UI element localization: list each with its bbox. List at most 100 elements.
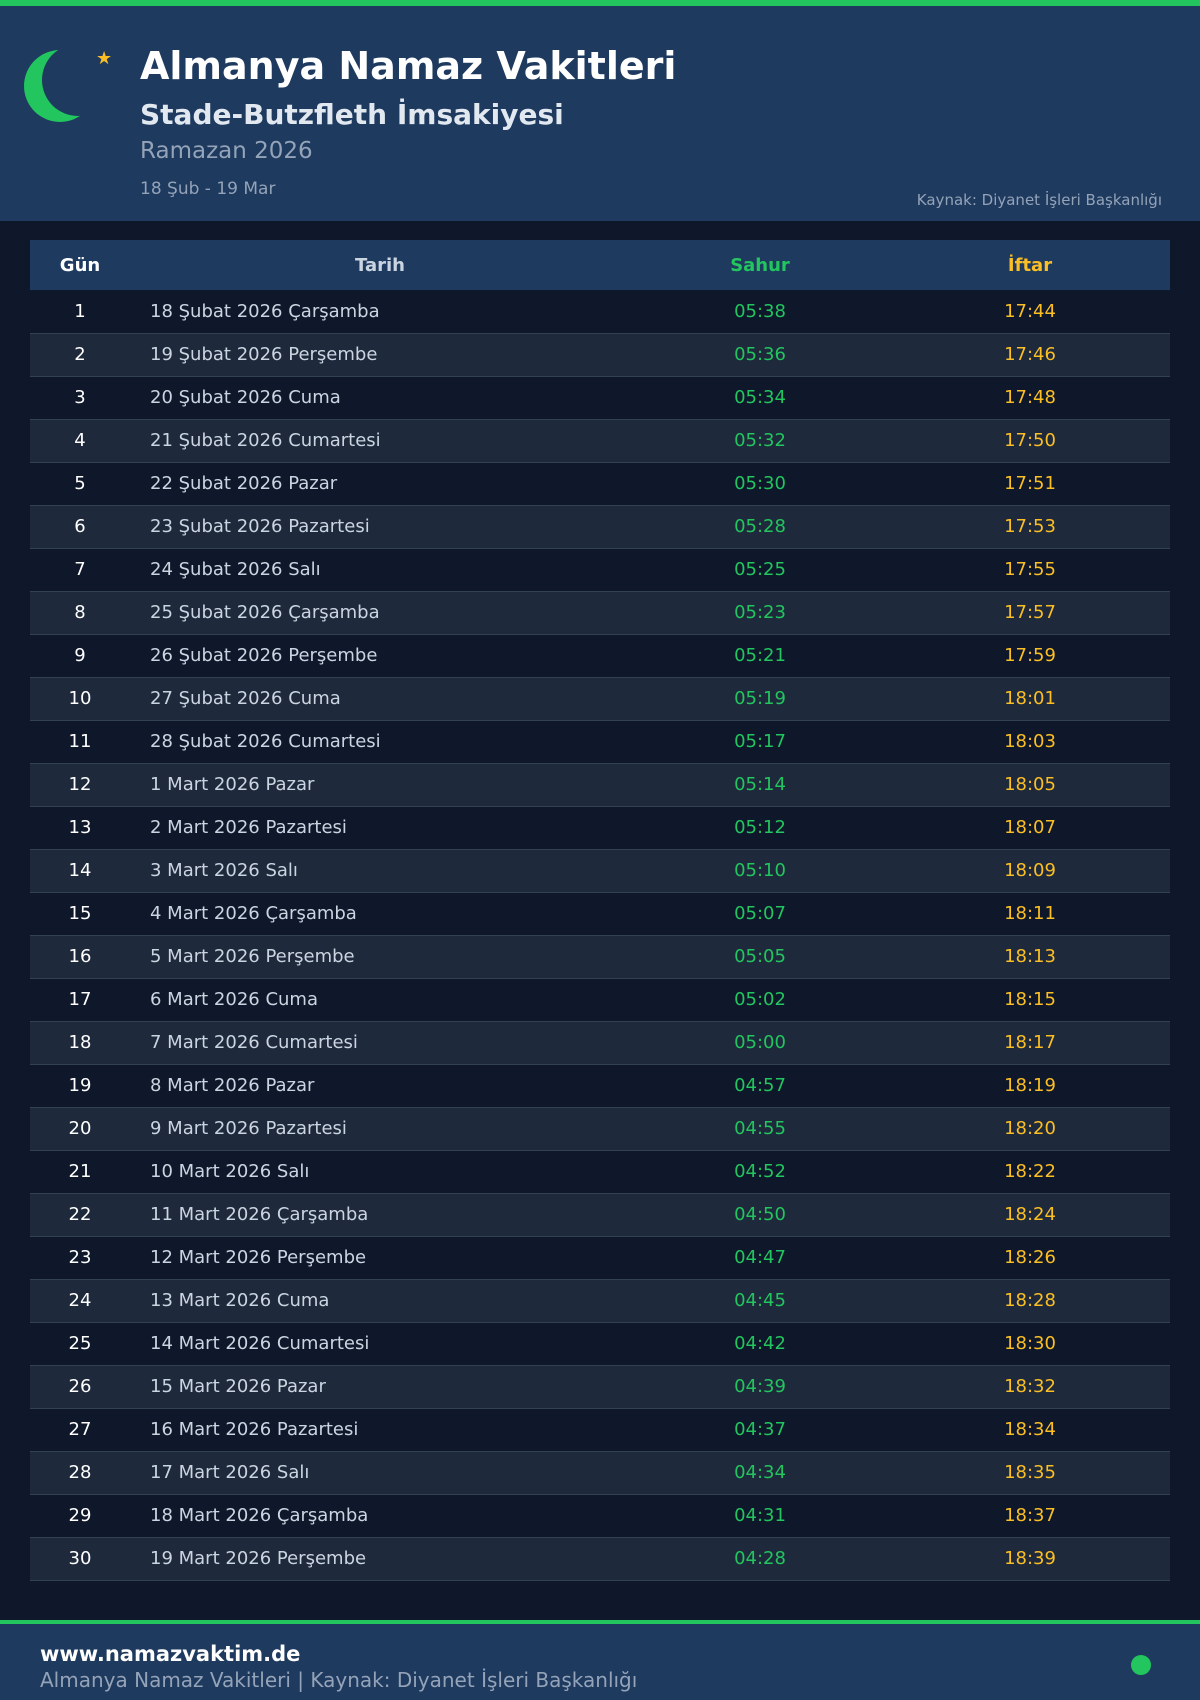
cell-date: 20 Şubat 2026 Cuma bbox=[130, 376, 630, 420]
cell-sahur: 05:12 bbox=[630, 806, 890, 850]
cell-day: 16 bbox=[30, 935, 130, 979]
cell-day: 21 bbox=[30, 1150, 130, 1194]
cell-day: 19 bbox=[30, 1064, 130, 1108]
cell-date: 10 Mart 2026 Salı bbox=[130, 1150, 630, 1194]
cell-iftar: 18:07 bbox=[890, 806, 1170, 850]
cell-date: 11 Mart 2026 Çarşamba bbox=[130, 1193, 630, 1237]
cell-iftar: 18:32 bbox=[890, 1365, 1170, 1409]
cell-day: 23 bbox=[30, 1236, 130, 1280]
cell-sahur: 04:45 bbox=[630, 1279, 890, 1323]
cell-day: 7 bbox=[30, 548, 130, 592]
cell-iftar: 18:11 bbox=[890, 892, 1170, 936]
cell-day: 22 bbox=[30, 1193, 130, 1237]
cell-sahur: 05:30 bbox=[630, 462, 890, 506]
cell-iftar: 17:55 bbox=[890, 548, 1170, 592]
cell-date: 23 Şubat 2026 Pazartesi bbox=[130, 505, 630, 549]
cell-iftar: 17:51 bbox=[890, 462, 1170, 506]
cell-date: 28 Şubat 2026 Cumartesi bbox=[130, 720, 630, 764]
table-row: 1 18 Şubat 2026 Çarşamba 05:38 17:44 bbox=[30, 290, 1170, 334]
cell-date: 26 Şubat 2026 Perşembe bbox=[130, 634, 630, 678]
cell-date: 5 Mart 2026 Perşembe bbox=[130, 935, 630, 979]
cell-day: 1 bbox=[30, 290, 130, 334]
table-row: 21 10 Mart 2026 Salı 04:52 18:22 bbox=[30, 1150, 1170, 1194]
cell-iftar: 18:13 bbox=[890, 935, 1170, 979]
cell-sahur: 04:34 bbox=[630, 1451, 890, 1495]
cell-iftar: 18:35 bbox=[890, 1451, 1170, 1495]
cell-sahur: 05:25 bbox=[630, 548, 890, 592]
cell-iftar: 17:46 bbox=[890, 333, 1170, 377]
cell-sahur: 05:23 bbox=[630, 591, 890, 635]
cell-date: 16 Mart 2026 Pazartesi bbox=[130, 1408, 630, 1452]
cell-day: 27 bbox=[30, 1408, 130, 1452]
table-row: 7 24 Şubat 2026 Salı 05:25 17:55 bbox=[30, 548, 1170, 592]
cell-sahur: 05:02 bbox=[630, 978, 890, 1022]
cell-iftar: 18:05 bbox=[890, 763, 1170, 807]
cell-sahur: 05:21 bbox=[630, 634, 890, 678]
cell-date: 19 Şubat 2026 Perşembe bbox=[130, 333, 630, 377]
cell-day: 15 bbox=[30, 892, 130, 936]
cell-date: 18 Şubat 2026 Çarşamba bbox=[130, 290, 630, 334]
cell-sahur: 05:19 bbox=[630, 677, 890, 721]
table-row: 3 20 Şubat 2026 Cuma 05:34 17:48 bbox=[30, 376, 1170, 420]
table-row: 15 4 Mart 2026 Çarşamba 05:07 18:11 bbox=[30, 892, 1170, 936]
table-row: 14 3 Mart 2026 Salı 05:10 18:09 bbox=[30, 849, 1170, 893]
cell-sahur: 05:32 bbox=[630, 419, 890, 463]
cell-sahur: 04:57 bbox=[630, 1064, 890, 1108]
cell-sahur: 04:39 bbox=[630, 1365, 890, 1409]
table-row: 20 9 Mart 2026 Pazartesi 04:55 18:20 bbox=[30, 1107, 1170, 1151]
cell-iftar: 18:19 bbox=[890, 1064, 1170, 1108]
cell-day: 30 bbox=[30, 1537, 130, 1581]
cell-date: 12 Mart 2026 Perşembe bbox=[130, 1236, 630, 1280]
cell-date: 21 Şubat 2026 Cumartesi bbox=[130, 419, 630, 463]
cell-date: 25 Şubat 2026 Çarşamba bbox=[130, 591, 630, 635]
footer-note: Almanya Namaz Vakitleri | Kaynak: Diyane… bbox=[40, 1668, 638, 1692]
cell-day: 20 bbox=[30, 1107, 130, 1151]
cell-iftar: 18:34 bbox=[890, 1408, 1170, 1452]
cell-date: 15 Mart 2026 Pazar bbox=[130, 1365, 630, 1409]
cell-day: 4 bbox=[30, 419, 130, 463]
website-link[interactable]: www.namazvaktim.de bbox=[40, 1642, 301, 1666]
cell-sahur: 05:00 bbox=[630, 1021, 890, 1065]
cell-iftar: 18:20 bbox=[890, 1107, 1170, 1151]
top-accent-bar bbox=[0, 0, 1200, 6]
cell-sahur: 05:34 bbox=[630, 376, 890, 420]
cell-date: 27 Şubat 2026 Cuma bbox=[130, 677, 630, 721]
cell-iftar: 17:44 bbox=[890, 290, 1170, 334]
cell-sahur: 04:52 bbox=[630, 1150, 890, 1194]
table-row: 27 16 Mart 2026 Pazartesi 04:37 18:34 bbox=[30, 1408, 1170, 1452]
cell-sahur: 04:50 bbox=[630, 1193, 890, 1237]
cell-day: 29 bbox=[30, 1494, 130, 1538]
table-row: 30 19 Mart 2026 Perşembe 04:28 18:39 bbox=[30, 1537, 1170, 1581]
table-row: 26 15 Mart 2026 Pazar 04:39 18:32 bbox=[30, 1365, 1170, 1409]
page-header: ★ Almanya Namaz Vakitleri Stade-Butzflet… bbox=[0, 6, 1200, 221]
table-row: 29 18 Mart 2026 Çarşamba 04:31 18:37 bbox=[30, 1494, 1170, 1538]
cell-date: 18 Mart 2026 Çarşamba bbox=[130, 1494, 630, 1538]
table-row: 9 26 Şubat 2026 Perşembe 05:21 17:59 bbox=[30, 634, 1170, 678]
cell-sahur: 04:37 bbox=[630, 1408, 890, 1452]
cell-iftar: 17:48 bbox=[890, 376, 1170, 420]
cell-iftar: 18:01 bbox=[890, 677, 1170, 721]
cell-date: 24 Şubat 2026 Salı bbox=[130, 548, 630, 592]
cell-day: 5 bbox=[30, 462, 130, 506]
cell-iftar: 18:09 bbox=[890, 849, 1170, 893]
cell-sahur: 05:14 bbox=[630, 763, 890, 807]
cell-day: 17 bbox=[30, 978, 130, 1022]
page-footer: www.namazvaktim.de Almanya Namaz Vakitle… bbox=[0, 1620, 1200, 1700]
source-label: Kaynak: Diyanet İşleri Başkanlığı bbox=[916, 191, 1162, 209]
cell-day: 3 bbox=[30, 376, 130, 420]
table-row: 28 17 Mart 2026 Salı 04:34 18:35 bbox=[30, 1451, 1170, 1495]
cell-day: 26 bbox=[30, 1365, 130, 1409]
cell-date: 8 Mart 2026 Pazar bbox=[130, 1064, 630, 1108]
star-icon: ★ bbox=[96, 48, 113, 69]
table-row: 5 22 Şubat 2026 Pazar 05:30 17:51 bbox=[30, 462, 1170, 506]
cell-date: 1 Mart 2026 Pazar bbox=[130, 763, 630, 807]
cell-iftar: 18:22 bbox=[890, 1150, 1170, 1194]
table-row: 24 13 Mart 2026 Cuma 04:45 18:28 bbox=[30, 1279, 1170, 1323]
cell-iftar: 17:57 bbox=[890, 591, 1170, 635]
table-row: 8 25 Şubat 2026 Çarşamba 05:23 17:57 bbox=[30, 591, 1170, 635]
cell-date: 13 Mart 2026 Cuma bbox=[130, 1279, 630, 1323]
cell-date: 6 Mart 2026 Cuma bbox=[130, 978, 630, 1022]
cell-day: 9 bbox=[30, 634, 130, 678]
cell-date: 3 Mart 2026 Salı bbox=[130, 849, 630, 893]
cell-iftar: 18:28 bbox=[890, 1279, 1170, 1323]
